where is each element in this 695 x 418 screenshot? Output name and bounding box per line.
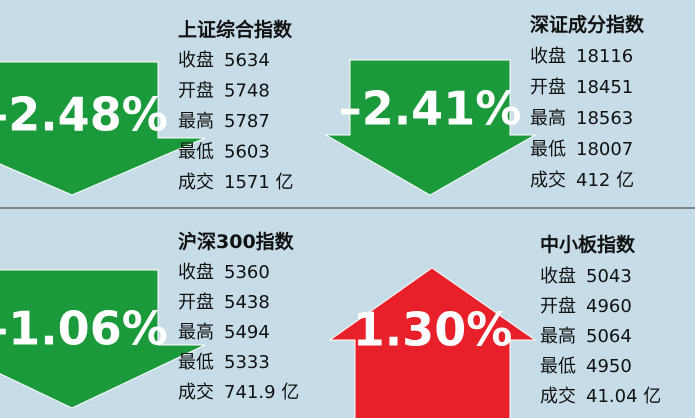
row-value: 4960	[586, 296, 632, 317]
row-label: 开盘	[540, 296, 576, 317]
row-value: 412 亿	[576, 170, 634, 191]
row-value: 5064	[586, 326, 632, 347]
panel-title: 上证综合指数	[178, 18, 293, 41]
row-value: 1571 亿	[224, 172, 294, 193]
row-label: 收盘	[178, 50, 214, 71]
row-label: 最低	[178, 352, 214, 373]
row-label: 最高	[178, 111, 214, 132]
row-value: 5494	[224, 322, 270, 343]
panel-title: 深证成分指数	[530, 13, 645, 36]
row-label: 收盘	[540, 266, 576, 287]
row-label: 最低	[540, 356, 576, 377]
row-value: 18116	[576, 46, 633, 67]
row-label: 最高	[540, 326, 576, 347]
row-value: 5748	[224, 81, 270, 102]
panel-title: 中小板指数	[540, 233, 636, 256]
row-value: 18007	[576, 139, 633, 160]
row-label: 成交	[178, 172, 214, 193]
row-label: 开盘	[178, 292, 214, 313]
arrow	[0, 61, 206, 196]
row-value: 5438	[224, 292, 270, 313]
change-label: –2.41%	[339, 82, 522, 136]
row-value: 18451	[576, 77, 633, 98]
panel-title: 沪深300指数	[178, 230, 295, 253]
row-label: 成交	[530, 170, 566, 191]
row-label: 最高	[530, 108, 566, 129]
row-label: 成交	[540, 386, 576, 407]
change-label: –2.48%	[0, 88, 168, 142]
arrow	[0, 269, 206, 409]
change-label: 1.30%	[353, 303, 513, 357]
change-label: –1.06%	[0, 302, 168, 356]
row-value: 5333	[224, 352, 270, 373]
row-label: 最高	[178, 322, 214, 343]
row-label: 成交	[178, 382, 214, 403]
row-value: 741.9 亿	[224, 382, 299, 403]
row-label: 最低	[178, 142, 214, 163]
row-label: 最低	[530, 139, 566, 160]
row-label: 开盘	[530, 77, 566, 98]
row-value: 18563	[576, 108, 633, 129]
row-value: 5043	[586, 266, 632, 287]
arrow	[328, 267, 537, 418]
arrow	[324, 59, 537, 196]
row-label: 收盘	[178, 262, 214, 283]
row-value: 5787	[224, 111, 270, 132]
row-value: 5634	[224, 50, 270, 71]
row-value: 41.04 亿	[586, 386, 661, 407]
row-value: 5360	[224, 262, 270, 283]
row-value: 5603	[224, 142, 270, 163]
row-label: 开盘	[178, 81, 214, 102]
row-value: 4950	[586, 356, 632, 377]
row-label: 收盘	[530, 46, 566, 67]
